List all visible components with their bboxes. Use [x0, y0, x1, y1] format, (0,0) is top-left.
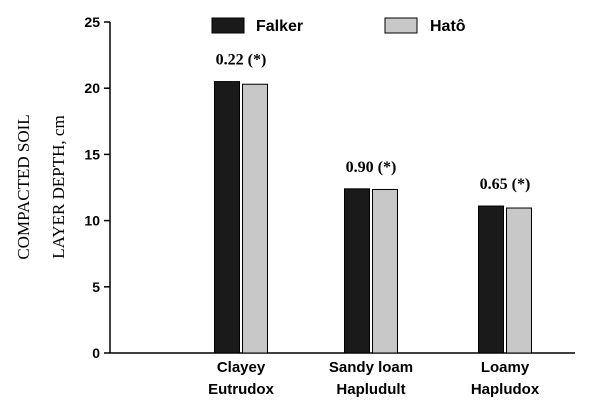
x-tick-label: Loamy	[481, 359, 530, 376]
x-tick-label: Hapludult	[336, 381, 405, 398]
bar-hato	[372, 188, 398, 354]
legend-swatch	[211, 17, 245, 34]
y-tick-label: 20	[84, 80, 100, 96]
y-axis-label-line: COMPACTED SOIL	[14, 114, 33, 259]
bar-falker	[478, 205, 504, 354]
bar-falker	[344, 188, 370, 354]
legend-label: Hatô	[430, 18, 466, 35]
bar-hato	[506, 207, 532, 354]
y-axis-label-line: LAYER DEPTH, cm	[49, 115, 68, 258]
y-tick-label: 10	[84, 213, 100, 229]
x-tick-label: Clayey	[217, 359, 266, 376]
annotations: 0.22 (*) 0.90 (*) 0.65 (*)	[216, 52, 531, 193]
y-tick-label: 15	[84, 146, 100, 162]
y-axis-label: COMPACTED SOIL LAYER DEPTH, cm	[14, 114, 68, 259]
x-tick-label: Hapludox	[471, 381, 540, 398]
x-tick-label: Eutrudox	[208, 381, 274, 398]
bar-falker	[214, 81, 240, 354]
significance-label: 0.65 (*)	[480, 176, 531, 193]
y-tick-label: 25	[84, 14, 100, 30]
y-tick-label: 0	[92, 345, 100, 361]
legend: Falker Hatô	[211, 17, 466, 35]
bar-hato	[242, 83, 268, 354]
x-tick-label: Sandy loam	[329, 359, 413, 376]
x-tick-labels: Clayey Eutrudox Sandy loam Hapludult Loamy Ha…	[208, 359, 540, 398]
significance-label: 0.22 (*)	[216, 52, 267, 69]
y-tick-label: 5	[92, 279, 100, 295]
significance-label: 0.90 (*)	[346, 159, 397, 176]
bars	[214, 81, 532, 354]
legend-label: Falker	[256, 18, 303, 35]
legend-swatch	[384, 17, 418, 34]
